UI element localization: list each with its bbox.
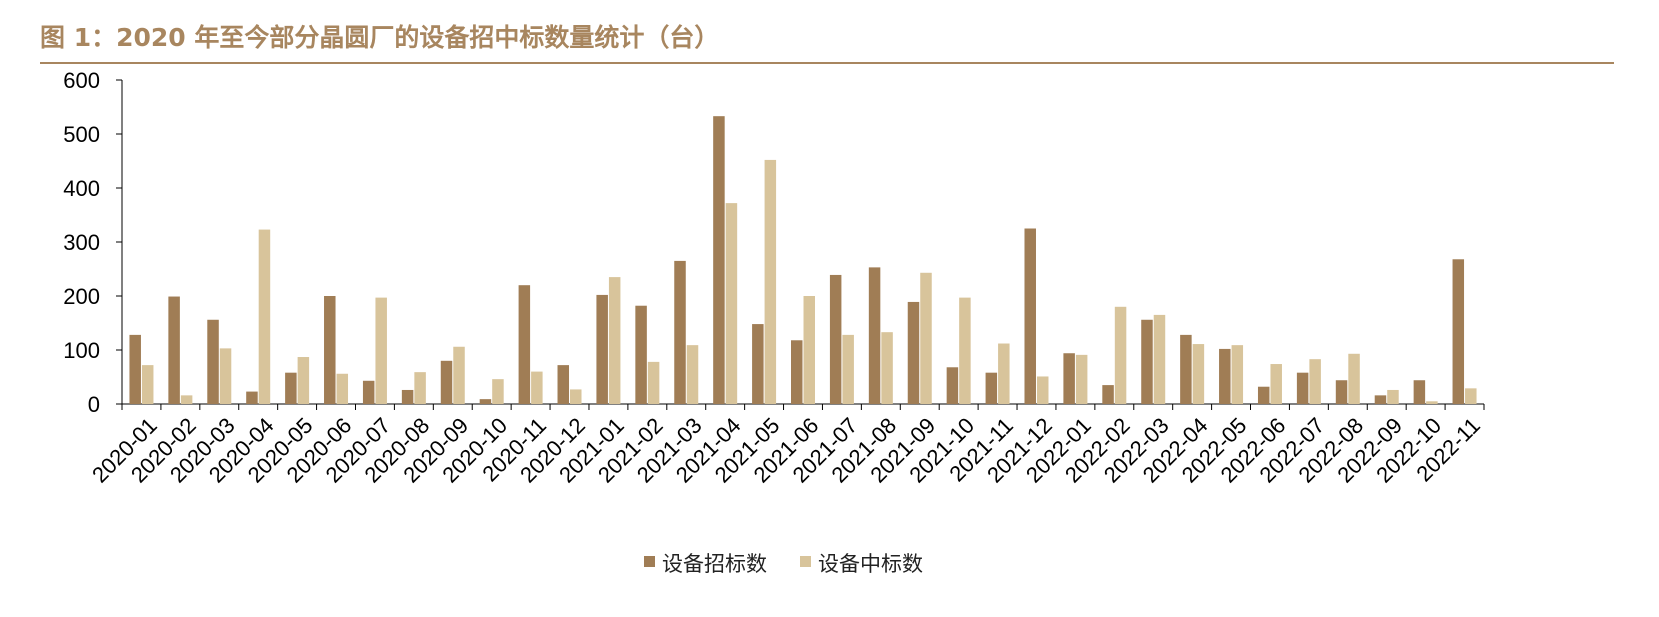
- bar-win: [842, 334, 854, 404]
- bar-bid: [1102, 385, 1114, 404]
- bar-win: [336, 373, 349, 404]
- bar-bid: [1180, 334, 1192, 404]
- bar-bid: [1452, 259, 1465, 404]
- y-tick-label: 300: [63, 230, 100, 255]
- y-tick-label: 100: [63, 338, 100, 363]
- bar-bid: [791, 340, 803, 404]
- legend-swatch: [800, 556, 811, 567]
- bar-win: [608, 277, 621, 404]
- bar-win: [531, 371, 543, 404]
- bar-win: [686, 345, 699, 404]
- bar-bid: [557, 365, 570, 404]
- y-tick-label: 600: [63, 68, 100, 93]
- bar-bid: [129, 334, 141, 404]
- bar-bid: [1063, 353, 1075, 404]
- bar-bid: [946, 367, 959, 404]
- bar-win: [1075, 354, 1088, 404]
- bar-win: [647, 361, 660, 404]
- bar-bid: [635, 305, 647, 404]
- bar-bid: [596, 294, 608, 404]
- bar-win: [1231, 345, 1244, 404]
- bar-win: [725, 203, 738, 404]
- legend-label: 设备招标数: [662, 552, 767, 576]
- bar-win: [764, 159, 777, 404]
- bar-bid: [1219, 348, 1231, 404]
- y-axis: 0 100 200 300 400 500 600: [63, 68, 123, 417]
- bar-win: [998, 343, 1010, 404]
- title-divider: [40, 62, 1614, 64]
- bar-bid: [713, 116, 725, 405]
- bar-bid: [985, 372, 998, 404]
- bar-win: [1387, 389, 1399, 404]
- bar-win: [258, 229, 271, 404]
- bar-bid: [168, 296, 180, 404]
- bar-win: [1153, 314, 1166, 404]
- bar-win: [414, 372, 426, 404]
- bar-bid: [868, 267, 881, 404]
- bar-win: [1270, 364, 1282, 404]
- bar-win: [881, 332, 893, 404]
- bar-bid: [401, 389, 414, 404]
- bar-win: [1036, 376, 1049, 404]
- bar-bid: [1296, 372, 1309, 404]
- bar-bid: [829, 274, 842, 404]
- bar-bid: [752, 324, 764, 404]
- bar-win: [920, 272, 932, 404]
- bar-win: [297, 357, 310, 404]
- bar-bid: [1257, 386, 1270, 404]
- bar-win: [803, 296, 815, 404]
- bar-bid: [1374, 395, 1387, 404]
- bar-win: [453, 346, 465, 404]
- bar-bid: [246, 391, 258, 404]
- bar-win: [1114, 306, 1127, 404]
- bar-win: [375, 297, 387, 404]
- bar-bid: [518, 285, 531, 404]
- bar-bid: [324, 296, 336, 404]
- bar-win: [492, 379, 504, 404]
- bar-bid: [285, 372, 297, 404]
- x-axis: 2020-012020-022020-032020-042020-052020-…: [87, 403, 1485, 488]
- bar-bid: [1413, 380, 1426, 404]
- y-tick-label: 0: [88, 392, 100, 417]
- chart-title: 图 1：2020 年至今部分晶圆厂的设备招中标数量统计（台）: [40, 23, 720, 52]
- bar-bid: [674, 260, 686, 404]
- bar-win: [1426, 401, 1438, 404]
- bar-bid: [479, 399, 492, 404]
- bar-win: [1348, 353, 1360, 404]
- bar-win: [219, 348, 232, 404]
- bar-win: [141, 365, 154, 404]
- bar-bid: [207, 319, 219, 404]
- bar-bid: [1024, 228, 1036, 404]
- bar-win: [570, 389, 582, 404]
- bar-bid: [907, 301, 920, 404]
- legend: 设备招标数 设备中标数: [644, 552, 923, 576]
- bar-bid: [1141, 319, 1153, 404]
- bar-win: [1192, 344, 1205, 404]
- bar-win: [959, 297, 971, 404]
- legend-label: 设备中标数: [818, 552, 923, 576]
- bar-bid: [362, 380, 375, 404]
- bar-win: [180, 395, 193, 404]
- y-tick-label: 500: [63, 122, 100, 147]
- bar-bid: [1335, 380, 1348, 404]
- legend-swatch: [644, 556, 655, 567]
- bar-bid: [440, 360, 453, 404]
- y-tick-label: 200: [63, 284, 100, 309]
- bar-win: [1465, 388, 1477, 404]
- y-tick-label: 400: [63, 176, 100, 201]
- bars: [129, 116, 1477, 405]
- bar-win: [1309, 359, 1321, 404]
